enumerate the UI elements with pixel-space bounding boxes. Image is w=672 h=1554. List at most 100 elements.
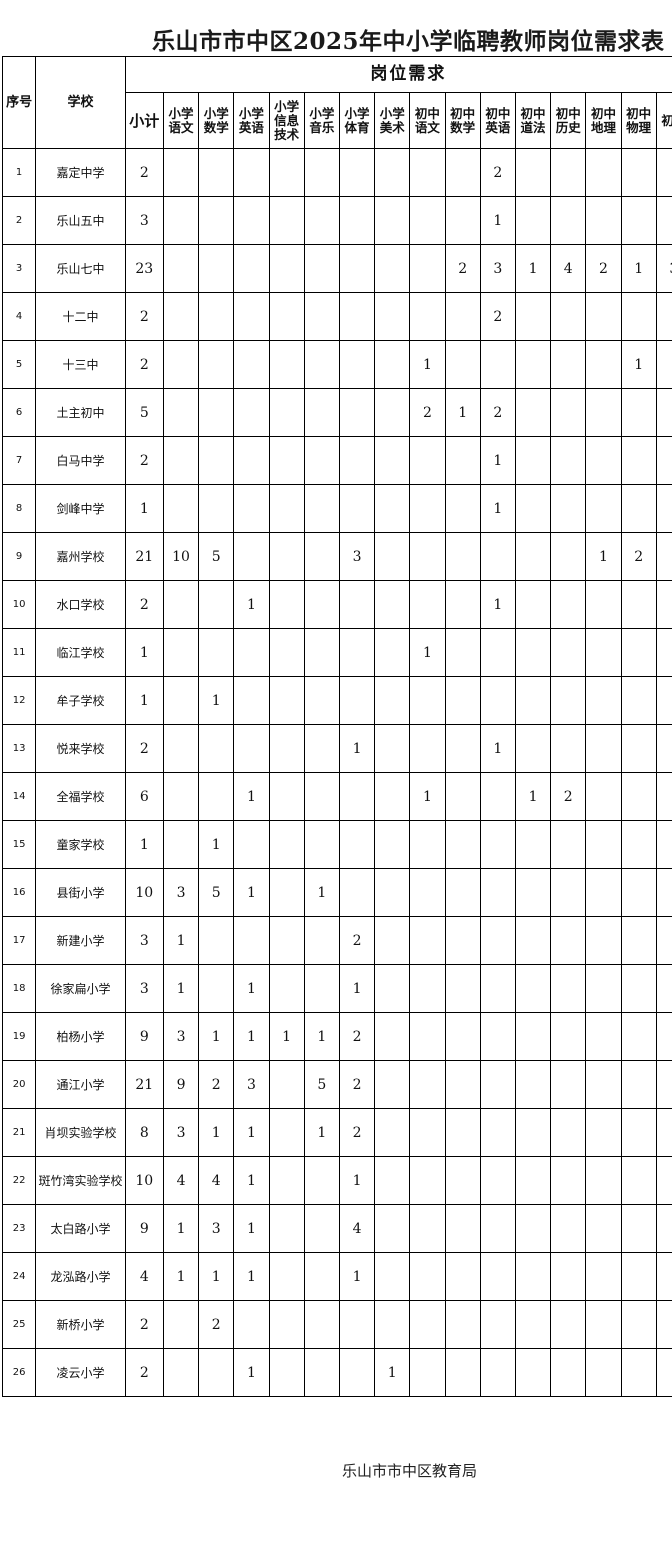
demand-cell [338, 292, 376, 341]
demand-cell [585, 436, 622, 485]
demand-cell [303, 388, 340, 437]
demand-cell [198, 244, 235, 293]
demand-cell [514, 916, 552, 965]
demand-cell [444, 1204, 481, 1253]
subtotal-cell: 5 [124, 388, 164, 437]
demand-cell [444, 292, 481, 341]
demand-cell: 1 [233, 1108, 270, 1157]
demand-cell [620, 1348, 657, 1397]
demand-cell [409, 148, 446, 197]
demand-cell [233, 148, 270, 197]
demand-cell [585, 1300, 622, 1349]
demand-cell [550, 868, 587, 917]
demand-cell [374, 148, 411, 197]
header-subject: 小学英语 [238, 105, 264, 135]
demand-cell [514, 724, 552, 773]
demand-cell [655, 1204, 672, 1253]
demand-cell [162, 676, 200, 725]
demand-cell: 1 [233, 580, 270, 629]
subtotal-cell: 1 [124, 820, 164, 869]
demand-cell [409, 292, 446, 341]
demand-cell [620, 724, 657, 773]
demand-cell: 2 [479, 388, 516, 437]
demand-cell: 1 [479, 580, 516, 629]
demand-cell [409, 868, 446, 917]
demand-cell [620, 580, 657, 629]
table-row: 4 十二中 2 2 [1, 292, 672, 341]
demand-cell [268, 436, 305, 485]
demand-cell [268, 1060, 305, 1109]
school-name: 乐山五中 [35, 196, 126, 245]
header-subject-cell: 小学体育 [338, 92, 376, 149]
demand-cell [162, 148, 200, 197]
demand-cell [162, 244, 200, 293]
demand-cell: 2 [198, 1060, 235, 1109]
demand-cell [268, 148, 305, 197]
demand-cell [268, 532, 305, 581]
demand-cell [514, 1060, 552, 1109]
demand-cell [198, 724, 235, 773]
demand-cell [655, 772, 672, 821]
demand-cell [162, 580, 200, 629]
demand-cell: 9 [162, 1060, 200, 1109]
table-row: 18 徐家扁小学 3 1 1 1 [1, 964, 672, 1013]
demand-cell [409, 1156, 446, 1205]
header-subject: 小学音乐 [309, 105, 335, 135]
demand-cell [233, 244, 270, 293]
demand-cell: 4 [338, 1204, 376, 1253]
demand-cell [303, 1300, 340, 1349]
demand-cell [409, 1108, 446, 1157]
demand-cell [479, 964, 516, 1013]
demand-cell [198, 772, 235, 821]
demand-cell [162, 436, 200, 485]
demand-cell [198, 484, 235, 533]
row-index: 22 [1, 1156, 37, 1205]
row-index: 26 [1, 1348, 37, 1397]
subtotal-cell: 21 [124, 1060, 164, 1109]
demand-cell [620, 148, 657, 197]
school-name: 嘉州学校 [35, 532, 126, 581]
demand-cell [550, 1300, 587, 1349]
row-index: 1 [1, 148, 37, 197]
demand-cell [655, 1156, 672, 1205]
demand-cell [550, 628, 587, 677]
demand-cell [233, 340, 270, 389]
demand-cell [268, 1108, 305, 1157]
demand-cell: 1 [198, 1108, 235, 1157]
demand-cell [655, 196, 672, 245]
demand-cell [620, 964, 657, 1013]
demand-cell [550, 964, 587, 1013]
demand-cell [303, 1348, 340, 1397]
demand-cell [514, 292, 552, 341]
demand-cell: 1 [233, 772, 270, 821]
demand-cell [479, 1108, 516, 1157]
demand-cell [655, 532, 672, 581]
subtotal-cell: 23 [124, 244, 164, 293]
demand-cell: 5 [303, 1060, 340, 1109]
demand-cell [162, 196, 200, 245]
subtotal-cell: 10 [124, 868, 164, 917]
header-subject-cell: 小学信息技术 [268, 92, 305, 149]
demand-cell [374, 196, 411, 245]
table-row: 20 通江小学 21 9 2 3 5 2 [1, 1060, 672, 1109]
demand-cell [655, 1252, 672, 1301]
demand-cell [550, 820, 587, 869]
demand-cell [585, 580, 622, 629]
demand-cell: 2 [479, 292, 516, 341]
demand-cell [655, 340, 672, 389]
demand-cell [585, 148, 622, 197]
school-name: 通江小学 [35, 1060, 126, 1109]
demand-cell [585, 916, 622, 965]
demand-cell [514, 580, 552, 629]
demand-cell [620, 628, 657, 677]
demand-cell [550, 916, 587, 965]
demand-cell [514, 484, 552, 533]
row-index: 12 [1, 676, 37, 725]
demand-cell: 2 [409, 388, 446, 437]
demand-cell: 1 [233, 1012, 270, 1061]
demand-cell [162, 724, 200, 773]
demand-cell [479, 772, 516, 821]
demand-cell [338, 820, 376, 869]
demand-cell [338, 772, 376, 821]
demand-cell [198, 1348, 235, 1397]
